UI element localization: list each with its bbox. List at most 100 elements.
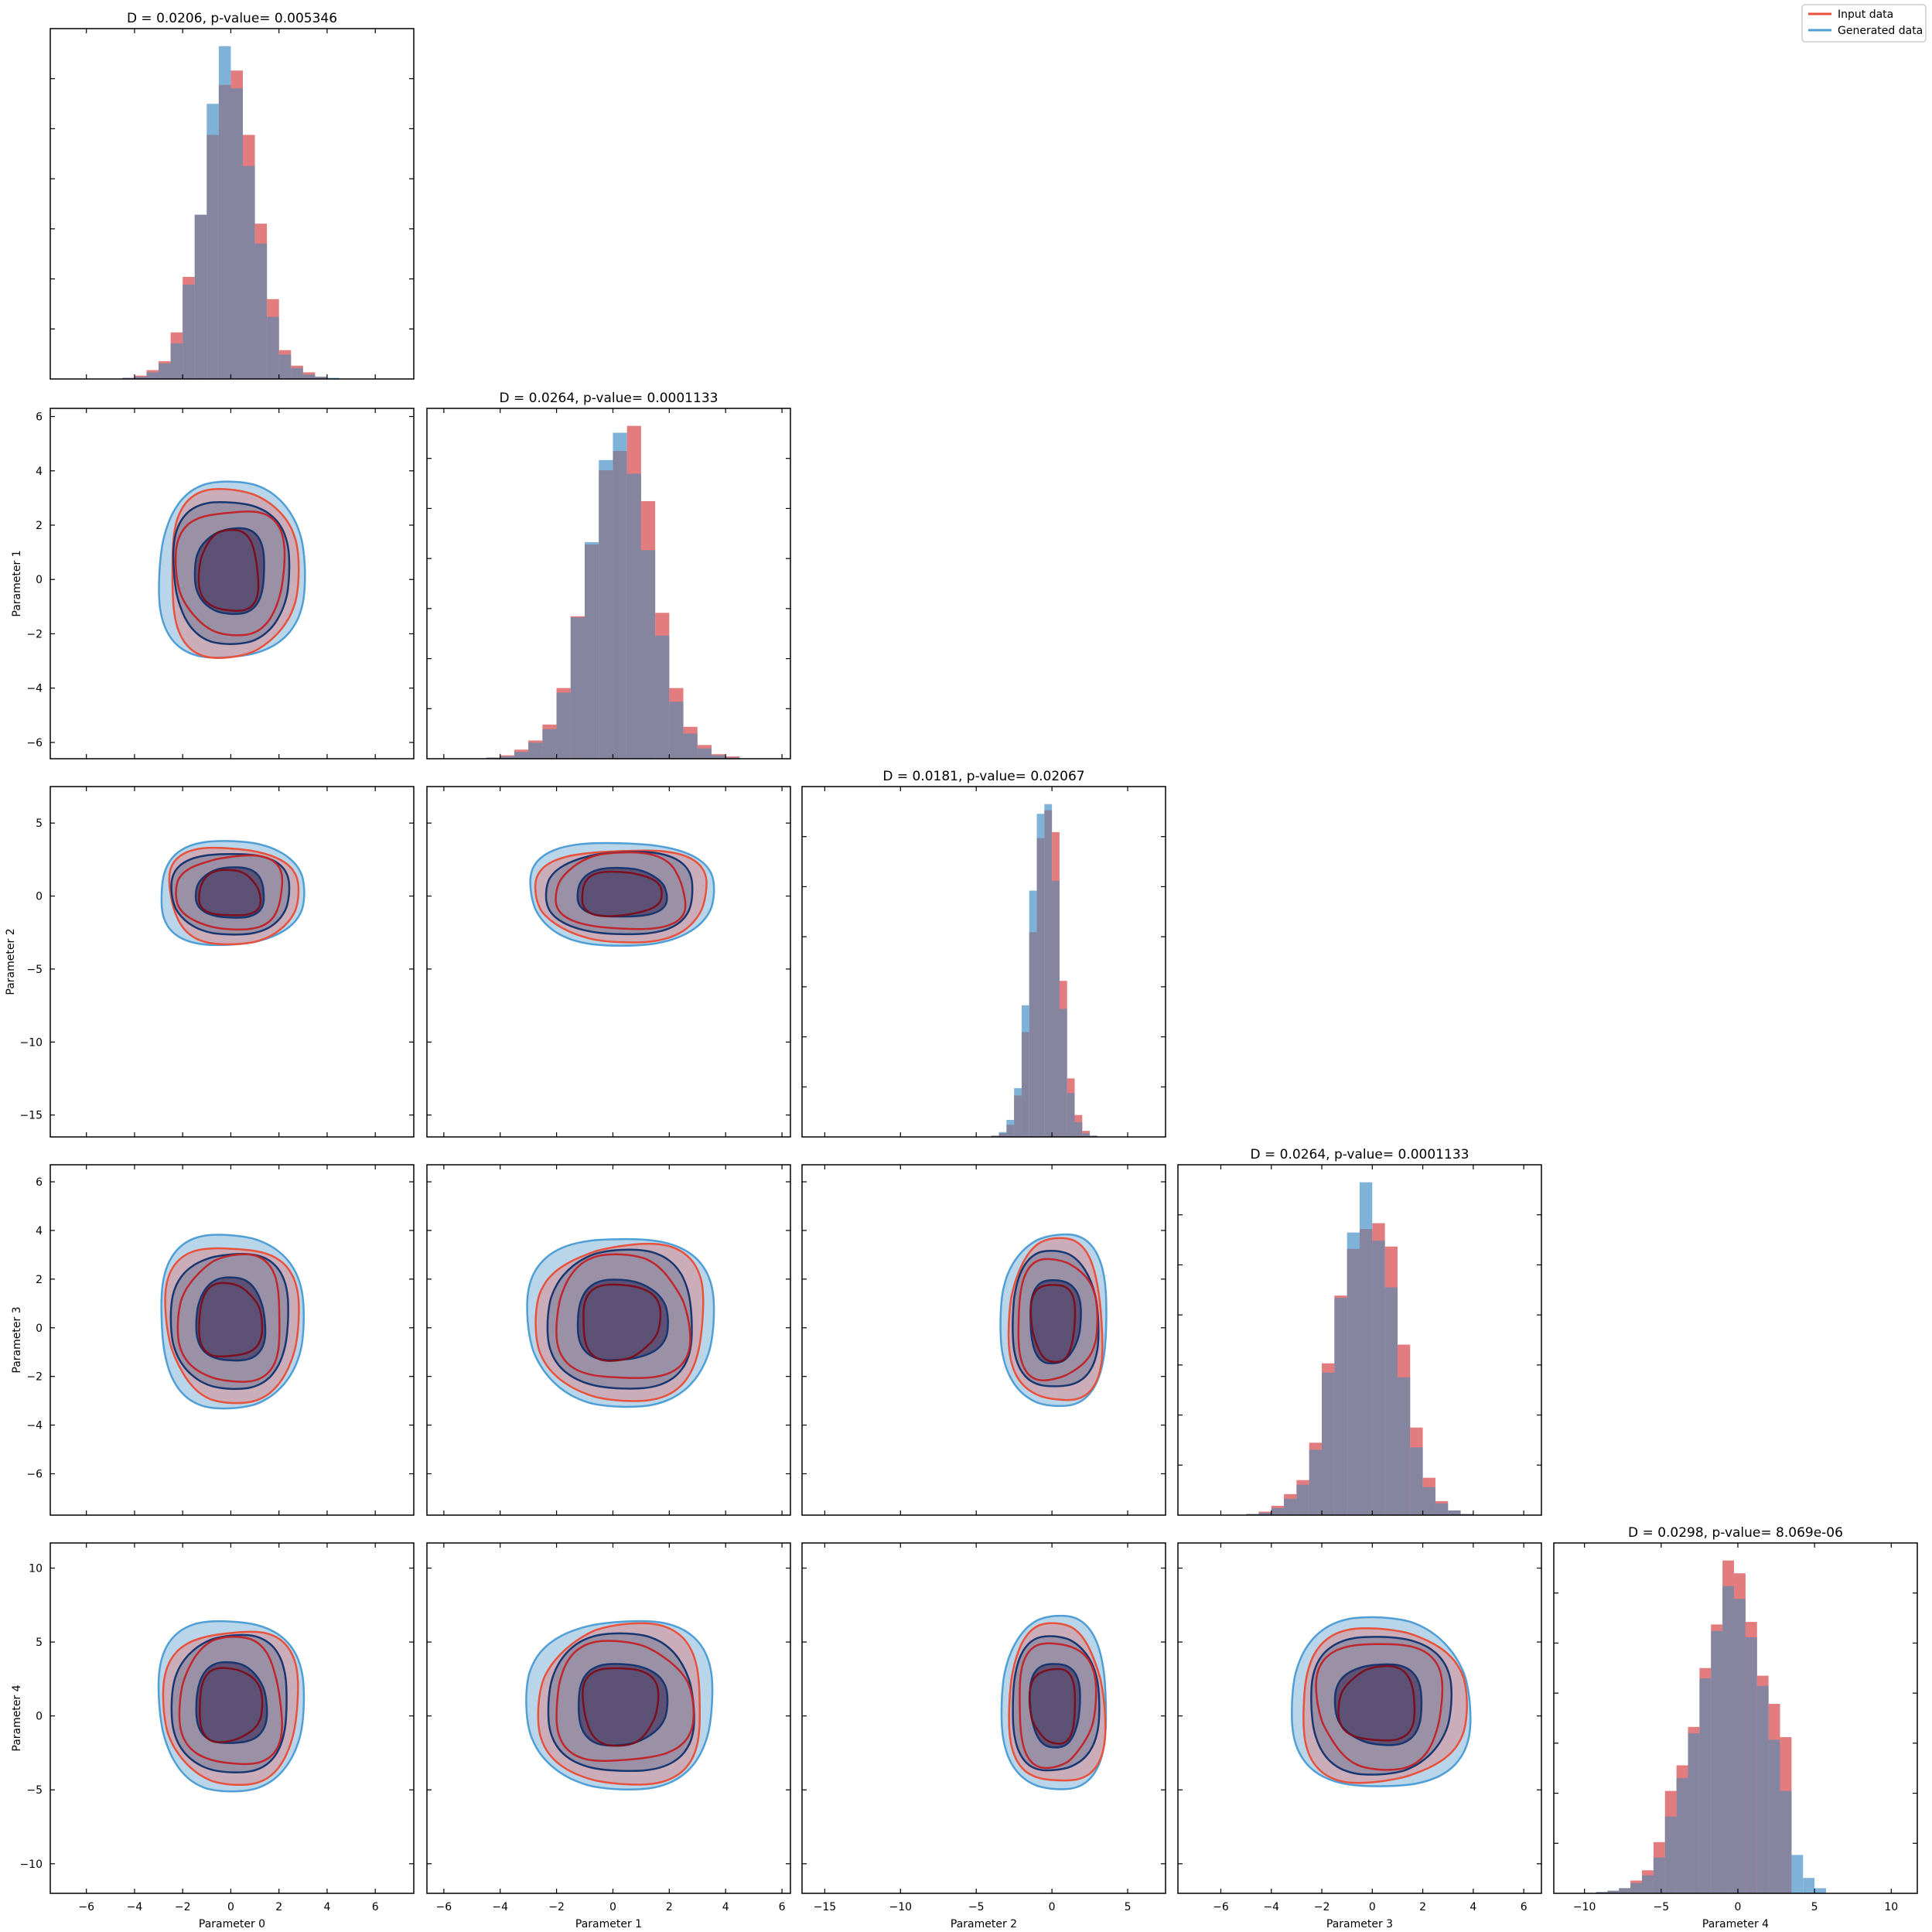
- x-tick-label: −4: [1263, 1901, 1279, 1913]
- y-tick-label: −5: [26, 1784, 43, 1797]
- overlap-bar: [613, 451, 627, 759]
- overlap-bar: [218, 84, 231, 379]
- panel-frame: [801, 1164, 1166, 1516]
- overlap-bar: [1607, 1890, 1620, 1893]
- input-middle-contour: [175, 854, 284, 931]
- overlap-bar: [1334, 1298, 1347, 1515]
- input-inner-contour: [1337, 1664, 1416, 1742]
- overlap-bar: [542, 729, 557, 759]
- generated-bar: [1791, 1855, 1804, 1893]
- contours: [157, 1620, 306, 1793]
- diagonal-title: D = 0.0298, p-value= 8.069e-06: [1628, 1525, 1843, 1541]
- x-tick-label: 5: [1125, 1901, 1132, 1913]
- panel-frame: [426, 786, 791, 1138]
- x-tick-label: 0: [227, 1901, 234, 1913]
- input-inner-contour: [199, 1667, 264, 1743]
- histogram-bars: [122, 46, 340, 379]
- y-axis-label: Parameter 3: [11, 1306, 23, 1373]
- y-axis-label: Parameter 1: [11, 550, 23, 616]
- y-tick-label: 4: [36, 466, 43, 478]
- overlap-bar: [1258, 1512, 1272, 1515]
- contour-panel-2-3: [801, 1164, 1166, 1516]
- overlap-bar: [1246, 1514, 1259, 1515]
- overlap-bar: [1619, 1888, 1631, 1893]
- x-tick-label: −5: [968, 1901, 985, 1913]
- contour-panel-1-4: −6 −4 −2 0 2 4 6 Parameter 1: [426, 1542, 791, 1930]
- panel-frame: [1553, 1542, 1918, 1894]
- histogram-panel-1: D = 0.0264, p-value= 0.0001133: [426, 391, 791, 759]
- input-middle-contour: [555, 1253, 691, 1379]
- overlap-bar: [302, 374, 316, 379]
- histogram-bars: [1596, 1560, 1827, 1893]
- overlap-bar: [170, 343, 183, 379]
- overlap-bar: [1653, 1857, 1665, 1893]
- diagonal-title: D = 0.0181, p-value= 0.02067: [882, 769, 1084, 784]
- x-tick-label: 0: [1049, 1901, 1056, 1913]
- input-inner-contour: [197, 528, 260, 612]
- y-tick-label: 0: [36, 574, 43, 586]
- histogram-panel-2: D = 0.0181, p-value= 0.02067: [801, 769, 1166, 1138]
- contour-panel-0-2: −15 −10 −5 0 5 Parameter 2: [5, 786, 415, 1138]
- x-tick-label: −6: [1213, 1901, 1229, 1913]
- overlap-bar: [254, 243, 268, 379]
- overlap-bar: [1435, 1503, 1449, 1515]
- legend-input-label: Input data: [1838, 9, 1893, 21]
- contours: [158, 480, 306, 659]
- input-inner-contour: [582, 1283, 662, 1362]
- generated-inner-contour: [193, 527, 265, 616]
- x-tick-label: −15: [814, 1901, 837, 1913]
- overlap-bar: [669, 701, 684, 759]
- overlap-bar: [1322, 1372, 1335, 1515]
- x-tick-label: 0: [609, 1901, 616, 1913]
- y-tick-label: 6: [36, 411, 43, 424]
- y-tick-label: 5: [36, 818, 43, 830]
- y-tick-label: 4: [36, 1225, 43, 1237]
- x-tick-label: −10: [1573, 1901, 1596, 1913]
- y-tick-label: 6: [36, 1176, 43, 1189]
- generated-inner-contour: [195, 1661, 268, 1744]
- input-middle-contour: [1019, 1642, 1097, 1770]
- overlap-bar: [1360, 1229, 1373, 1515]
- contours: [1291, 1616, 1472, 1787]
- x-tick-label: −4: [492, 1901, 508, 1913]
- y-tick-label: −10: [19, 1859, 43, 1871]
- histogram-panel-0: D = 0.0206, p-value= 0.005346: [49, 11, 415, 380]
- x-tick-label: 10: [1884, 1901, 1898, 1913]
- generated-inner-contour: [1029, 1663, 1081, 1749]
- histogram-bars: [1246, 1182, 1473, 1515]
- panel-frame: [426, 1164, 791, 1516]
- overlap-bar: [998, 1133, 1007, 1137]
- panel-frame: [49, 1164, 415, 1516]
- contour-panel-3-4: −6 −4 −2 0 2 4 6 Parameter 3: [1177, 1542, 1542, 1930]
- overlap-bar: [1074, 1122, 1083, 1137]
- overlap-bar: [1596, 1892, 1608, 1893]
- overlap-bar: [1271, 1507, 1285, 1515]
- input-inner-contour: [581, 870, 663, 917]
- overlap-bar: [683, 733, 698, 759]
- input-inner-contour: [198, 869, 262, 917]
- x-axis-label: Parameter 4: [1702, 1918, 1769, 1930]
- overlap-bar: [655, 635, 670, 759]
- legend-generated-label: Generated data: [1838, 25, 1923, 37]
- overlap-bar: [1029, 932, 1037, 1137]
- overlap-bar: [500, 756, 514, 759]
- legend-frame: [1801, 4, 1927, 43]
- panel-frame: [49, 786, 415, 1138]
- panel-frame: [49, 1542, 415, 1894]
- overlap-bar: [1734, 1599, 1746, 1893]
- overlap-bar: [1642, 1875, 1654, 1893]
- panel-frame: [801, 786, 1166, 1138]
- overlap-bar: [1059, 1009, 1067, 1137]
- generated-inner-contour: [194, 866, 265, 919]
- y-tick-label: −2: [26, 628, 43, 640]
- x-tick-label: 0: [1369, 1901, 1376, 1913]
- overlap-bar: [1768, 1739, 1780, 1893]
- x-tick-label: −6: [436, 1901, 452, 1913]
- overlap-bar: [1021, 1032, 1029, 1137]
- overlap-bar: [1397, 1377, 1411, 1515]
- histogram-panel-4: D = 0.0298, p-value= 8.069e-06 −10 −5 0 5 10 P…: [1553, 1525, 1918, 1930]
- contours: [160, 840, 306, 947]
- input-middle-contour: [178, 1636, 283, 1766]
- corner-plot-panels: D = 0.0206, p-value= 0.005346 −6 −4 −2 0 2 4 6 P…: [5, 11, 1918, 1930]
- histogram-bars: [486, 425, 740, 759]
